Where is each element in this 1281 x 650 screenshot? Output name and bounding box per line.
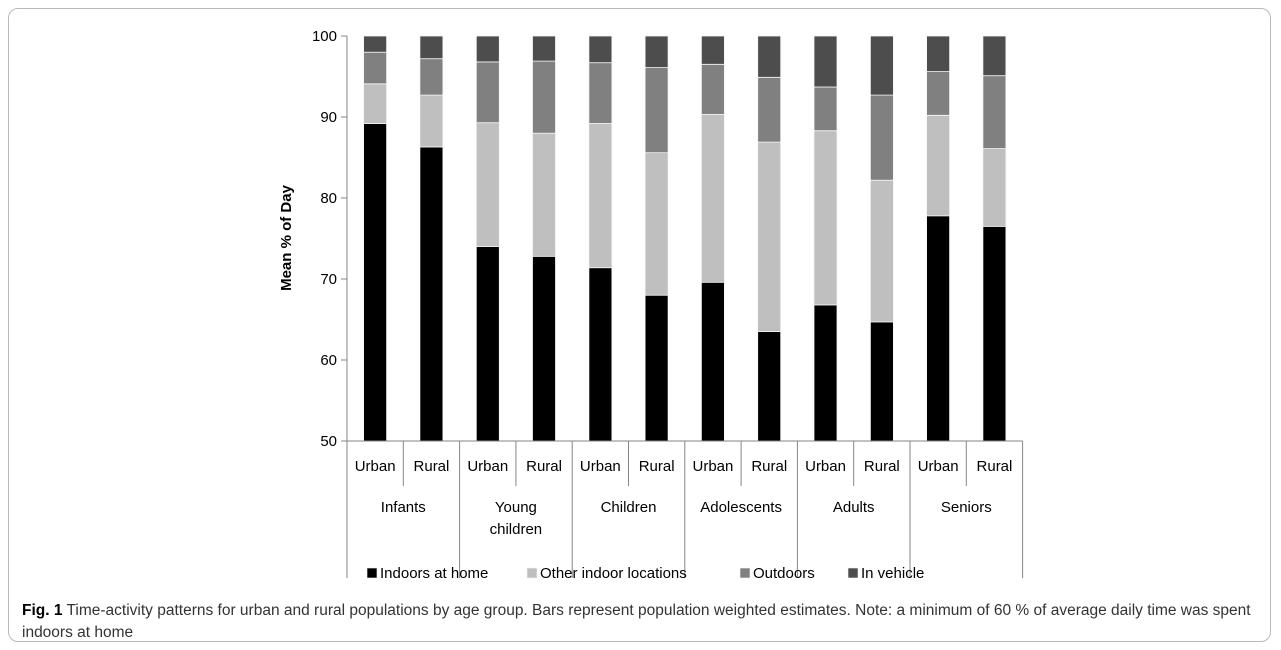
y-tick-label-90: 90 bbox=[320, 109, 337, 126]
bar-segment-5-1 bbox=[644, 152, 669, 296]
y-tick-label-80: 80 bbox=[320, 190, 337, 207]
y-tick-label-60: 60 bbox=[320, 352, 337, 369]
group-label-1-1: children bbox=[490, 521, 543, 538]
bar-segment-7-3 bbox=[757, 35, 782, 78]
legend-label-0: Indoors at home bbox=[380, 565, 488, 582]
category-label-10: Urban bbox=[918, 458, 959, 475]
group-label-4-0: Adults bbox=[833, 499, 875, 516]
category-label-8: Urban bbox=[805, 458, 846, 475]
bar-segment-2-3 bbox=[475, 35, 500, 63]
group-label-0-0: Infants bbox=[381, 499, 426, 516]
y-axis-label: Mean % of Day bbox=[278, 184, 295, 291]
bar-segment-10-0 bbox=[926, 215, 950, 442]
legend: Indoors at home Other indoor locations Out… bbox=[366, 565, 924, 582]
group-label-1-0: Young bbox=[495, 499, 537, 516]
bar-segment-4-1 bbox=[588, 123, 613, 269]
bar-segment-6-2 bbox=[701, 63, 725, 115]
bar-segment-11-0 bbox=[982, 225, 1007, 442]
legend-swatch-2 bbox=[739, 567, 751, 579]
bar-segment-8-3 bbox=[813, 35, 838, 88]
bar-segment-9-2 bbox=[870, 94, 894, 181]
category-label-11: Rural bbox=[977, 458, 1013, 475]
bar-segment-4-3 bbox=[588, 35, 613, 64]
bar-segment-2-1 bbox=[475, 122, 500, 247]
y-tick-label-50: 50 bbox=[320, 433, 337, 450]
bar-segment-0-2 bbox=[363, 51, 388, 85]
category-label-4: Urban bbox=[580, 458, 621, 475]
legend-label-2: Outdoors bbox=[753, 565, 815, 582]
bar-segment-5-0 bbox=[644, 294, 669, 442]
bar-segment-1-0 bbox=[419, 146, 444, 442]
category-label-3: Rural bbox=[526, 458, 562, 475]
bar-segment-10-2 bbox=[926, 71, 950, 116]
legend-swatch-3 bbox=[847, 567, 859, 579]
bar-segment-10-3 bbox=[926, 35, 950, 72]
category-label-9: Rural bbox=[864, 458, 900, 475]
bar-segment-4-2 bbox=[588, 62, 613, 124]
category-label-0: Urban bbox=[355, 458, 396, 475]
bar-segment-1-2 bbox=[419, 58, 444, 96]
bar-segment-3-3 bbox=[532, 35, 556, 62]
bar-segment-6-3 bbox=[701, 35, 725, 65]
legend-swatch-1 bbox=[526, 567, 538, 579]
bar-segment-10-1 bbox=[926, 115, 950, 217]
bar-segment-6-1 bbox=[701, 114, 725, 283]
y-tick-label-100: 100 bbox=[312, 28, 337, 45]
bar-segment-8-2 bbox=[813, 86, 838, 132]
bar-segment-0-0 bbox=[363, 123, 388, 442]
stacked-bar-chart: 50 60 70 80 90 100 Urban Rural Urban Rural Urban R… bbox=[278, 28, 1024, 582]
bar-segment-1-1 bbox=[419, 94, 444, 148]
category-label-6: Urban bbox=[693, 458, 734, 475]
bar-segment-9-1 bbox=[870, 179, 894, 323]
figure-frame bbox=[8, 8, 1271, 642]
bar-segment-8-1 bbox=[813, 130, 838, 306]
bar-segment-2-0 bbox=[475, 246, 500, 442]
bars-layer bbox=[363, 35, 1007, 442]
bar-segment-7-1 bbox=[757, 141, 782, 333]
category-label-7: Rural bbox=[751, 458, 787, 475]
bar-segment-6-0 bbox=[701, 281, 725, 442]
bar-segment-11-2 bbox=[982, 75, 1007, 149]
bar-segment-7-0 bbox=[757, 331, 782, 442]
bar-segment-0-1 bbox=[363, 83, 388, 124]
group-label-2-0: Children bbox=[601, 499, 657, 516]
bar-segment-4-0 bbox=[588, 267, 613, 442]
bar-segment-3-0 bbox=[532, 255, 556, 442]
bar-segment-11-1 bbox=[982, 148, 1007, 227]
x-axis-labels: Urban Rural Urban Rural Urban Rural Urban Rural… bbox=[355, 458, 1013, 538]
category-label-1: Rural bbox=[414, 458, 450, 475]
bar-segment-3-2 bbox=[532, 60, 556, 134]
figure-caption: Fig. 1 Time-activity patterns for urban … bbox=[22, 600, 1252, 644]
figure-label: Fig. 1 bbox=[22, 602, 63, 619]
bar-segment-5-2 bbox=[644, 67, 669, 154]
category-label-5: Rural bbox=[639, 458, 675, 475]
bar-segment-2-2 bbox=[475, 61, 500, 124]
category-label-2: Urban bbox=[467, 458, 508, 475]
bar-segment-11-3 bbox=[982, 35, 1007, 77]
legend-swatch-0 bbox=[366, 567, 378, 579]
bar-segment-5-3 bbox=[644, 35, 669, 69]
bar-segment-9-3 bbox=[870, 35, 894, 96]
axes-layer: 50 60 70 80 90 100 bbox=[312, 28, 1024, 578]
group-label-5-0: Seniors bbox=[941, 499, 992, 516]
y-tick-label-70: 70 bbox=[320, 271, 337, 288]
legend-label-1: Other indoor locations bbox=[540, 565, 687, 582]
bar-segment-7-2 bbox=[757, 76, 782, 143]
legend-label-3: In vehicle bbox=[861, 565, 924, 582]
group-label-3-0: Adolescents bbox=[700, 499, 782, 516]
bar-segment-1-3 bbox=[419, 35, 444, 60]
caption-text: Time-activity patterns for urban and rur… bbox=[22, 602, 1251, 641]
bar-segment-3-1 bbox=[532, 132, 556, 257]
bar-segment-8-0 bbox=[813, 304, 838, 442]
bar-segment-0-3 bbox=[363, 35, 388, 53]
bar-segment-9-0 bbox=[870, 321, 894, 442]
